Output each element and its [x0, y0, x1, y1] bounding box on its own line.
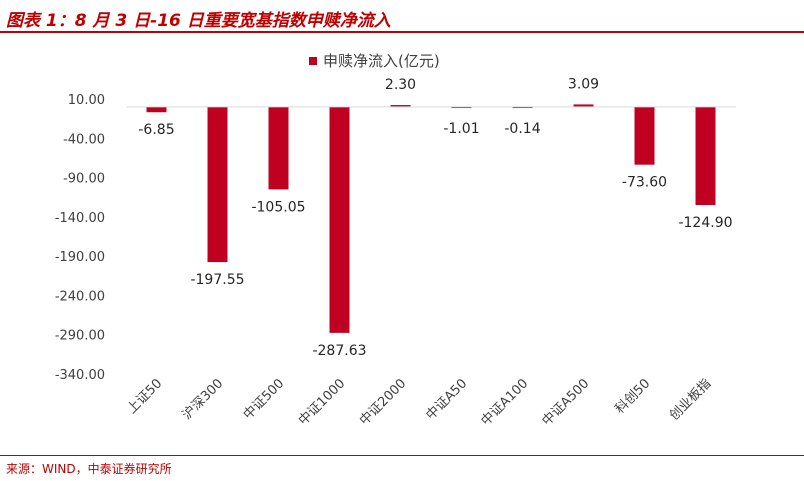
y-tick-label: -240.00 [55, 289, 105, 304]
data-label: -287.63 [312, 343, 366, 359]
x-tick-label: 科创50 [613, 376, 654, 417]
legend-swatch [309, 57, 317, 65]
x-tick-label: 创业板指 [667, 376, 714, 423]
data-label: -6.85 [138, 122, 174, 138]
y-tick-label: -190.00 [55, 250, 105, 265]
source-divider [0, 455, 804, 456]
bar [329, 106, 350, 333]
chart-legend: 申赎净流入(亿元) [309, 52, 440, 70]
x-axis-labels: 上证50 沪深300 中证500 中证1000 中证2000 中证A50 中证A100 中证A… [125, 376, 715, 430]
data-label: -0.14 [504, 121, 540, 137]
bar [207, 106, 228, 263]
data-label: 2.30 [385, 77, 416, 93]
y-tick-label: -340.00 [55, 368, 105, 383]
data-label: 3.09 [568, 76, 599, 92]
x-tick-label: 中证A50 [423, 376, 470, 423]
legend-label: 申赎净流入(亿元) [323, 52, 440, 70]
bar [390, 105, 411, 107]
bar [451, 106, 472, 109]
y-tick-label: -140.00 [55, 211, 105, 226]
x-tick-label: 沪深300 [179, 376, 226, 423]
bar [512, 106, 533, 109]
data-label: -197.55 [190, 272, 244, 288]
data-labels-group: -6.85 -197.55 -105.05 -287.63 2.30 -1.01 -0.14… [138, 76, 732, 358]
title-bar [0, 0, 804, 33]
bar [634, 106, 655, 165]
bar-chart: 申赎净流入(亿元) 10.00 -40.00 -90.00 -140.00 -190.0… [55, 52, 736, 430]
data-label: -124.90 [678, 215, 732, 231]
data-label: -73.60 [622, 175, 667, 191]
data-label: -1.01 [443, 121, 479, 137]
x-tick-label: 中证2000 [357, 376, 409, 428]
x-tick-label: 中证A100 [478, 376, 531, 429]
bar [268, 106, 289, 190]
bar [146, 106, 167, 113]
x-tick-label: 上证50 [125, 376, 166, 417]
bar [573, 104, 594, 107]
y-tick-label: -40.00 [63, 132, 105, 147]
x-tick-label: 中证1000 [296, 376, 348, 428]
x-tick-label: 中证A500 [539, 376, 592, 429]
figure-title: 图表 1：8 月 3 日-16 日重要宽基指数申赎净流入 [6, 11, 391, 31]
y-tick-label: -90.00 [63, 172, 105, 187]
source-note: 来源：WIND，中泰证券研究所 [6, 462, 172, 476]
y-axis: 10.00 -40.00 -90.00 -140.00 -190.00 -240.00 -2… [55, 93, 105, 383]
x-tick-label: 中证500 [241, 376, 288, 423]
bar [695, 106, 716, 205]
data-label: -105.05 [251, 199, 305, 215]
y-tick-label: 10.00 [68, 93, 105, 108]
y-tick-label: -290.00 [55, 329, 105, 344]
bars-group [146, 104, 716, 333]
